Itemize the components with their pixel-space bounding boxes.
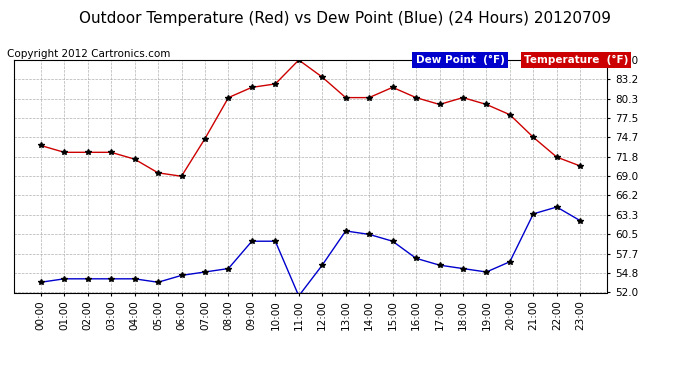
- Text: Copyright 2012 Cartronics.com: Copyright 2012 Cartronics.com: [7, 49, 170, 59]
- Text: Temperature  (°F): Temperature (°F): [524, 55, 628, 65]
- Text: Dew Point  (°F): Dew Point (°F): [415, 55, 504, 65]
- Text: Outdoor Temperature (Red) vs Dew Point (Blue) (24 Hours) 20120709: Outdoor Temperature (Red) vs Dew Point (…: [79, 11, 611, 26]
